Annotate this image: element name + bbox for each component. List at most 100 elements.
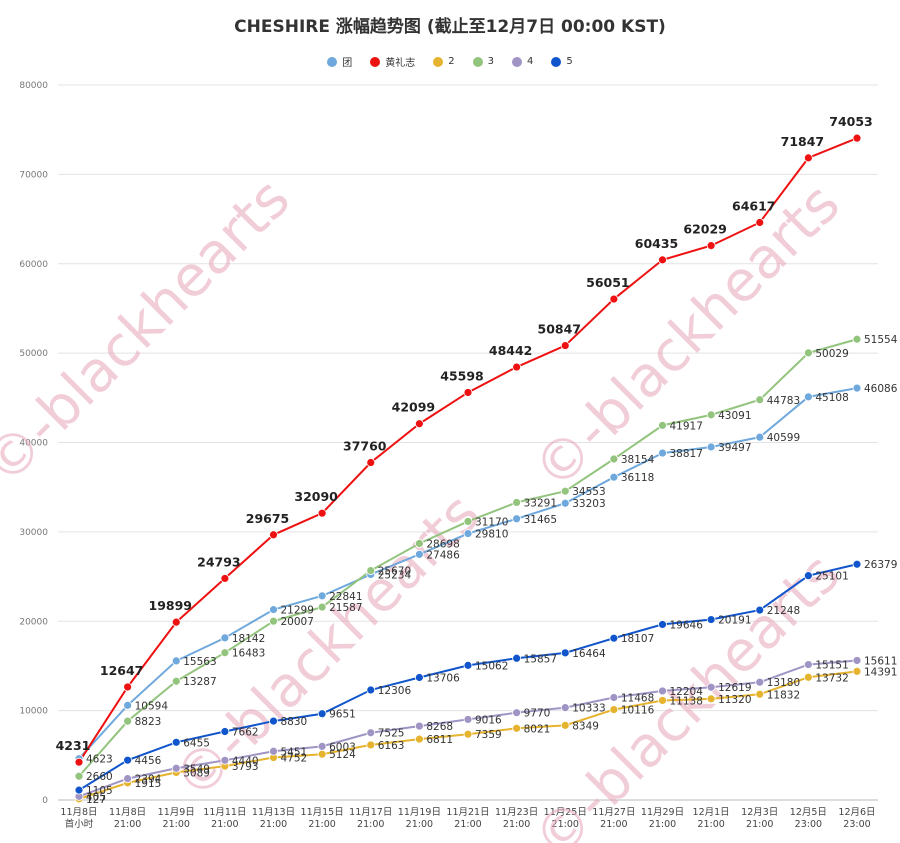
data-label: 12647: [100, 663, 144, 678]
data-label: 6163: [378, 740, 405, 752]
data-point: [463, 529, 473, 538]
data-point: [755, 689, 765, 699]
data-label: 10594: [135, 700, 169, 712]
data-point: [220, 727, 230, 736]
data-point: [123, 755, 133, 765]
data-label: 62029: [683, 222, 727, 237]
data-point: [512, 653, 522, 663]
legend-label: 黄礼志: [385, 58, 416, 69]
data-point: [317, 602, 327, 612]
x-tick-label-line: 11月29日: [641, 807, 684, 818]
data-point: [512, 708, 522, 718]
data-label: 25101: [815, 571, 848, 583]
legend-label: 5: [566, 56, 573, 67]
data-label: 38154: [621, 454, 655, 466]
x-tick-label-line: 11月8日: [60, 807, 97, 818]
x-tick-label-line: 21:00: [260, 819, 287, 830]
data-label: 6811: [426, 734, 453, 746]
data-label: 31465: [524, 514, 557, 526]
data-point: [414, 734, 424, 744]
legend-marker: [551, 56, 562, 67]
data-point: [366, 458, 376, 467]
legend-label: 3: [487, 56, 494, 67]
data-label: 33291: [524, 497, 557, 509]
data-label: 28698: [426, 539, 459, 551]
data-label: 39497: [718, 442, 751, 454]
data-label: 15857: [524, 653, 557, 665]
data-point: [706, 694, 716, 704]
legend-marker: [433, 56, 444, 67]
data-label: 13287: [183, 676, 216, 688]
x-tick-label-line: 21:00: [114, 819, 141, 830]
data-label: 4231: [56, 738, 91, 753]
y-tick-label: 40000: [19, 439, 48, 449]
legend-item[interactable]: 4: [512, 54, 533, 69]
data-point: [269, 605, 278, 615]
data-point: [366, 566, 376, 575]
data-label: 74053: [829, 114, 873, 129]
data-label: 7359: [475, 729, 502, 741]
x-tick-label-line: 21:00: [746, 819, 773, 830]
data-label: 34553: [572, 486, 605, 498]
data-label: 20007: [281, 616, 314, 628]
x-tick-label: 11月8日 21:00: [109, 807, 146, 830]
legend-marker: [327, 56, 338, 67]
data-point: [609, 633, 619, 643]
data-label: 7662: [232, 727, 259, 739]
data-label: 5451: [281, 746, 308, 758]
data-point: [609, 294, 619, 304]
data-label: 50029: [815, 348, 848, 360]
data-label: 1915: [135, 778, 162, 790]
data-label: 8823: [135, 716, 162, 728]
data-label: 13732: [815, 672, 848, 684]
data-label: 8021: [524, 723, 551, 735]
data-label: 6455: [183, 737, 210, 749]
y-tick-label: 60000: [19, 260, 48, 270]
data-point: [414, 419, 424, 429]
x-tick-label-line: 11月11日: [203, 807, 246, 818]
legend-item[interactable]: 3: [472, 54, 494, 69]
data-label: 15563: [183, 656, 216, 668]
data-label: 405: [86, 791, 106, 803]
data-label: 9770: [524, 708, 551, 720]
data-point: [609, 454, 619, 464]
data-point: [658, 686, 667, 696]
data-point: [755, 432, 765, 442]
data-label: 21248: [767, 605, 800, 617]
data-point: [414, 721, 424, 731]
data-point: [220, 574, 230, 583]
data-point: [512, 362, 522, 372]
data-label: 26379: [864, 559, 897, 571]
legend-item[interactable]: 黄礼志: [370, 54, 415, 69]
data-point: [609, 705, 619, 714]
x-tick-label-line: 21:00: [503, 819, 530, 830]
data-point: [123, 700, 133, 710]
data-label: 15062: [475, 660, 508, 672]
data-point: [512, 723, 522, 733]
data-label: 56051: [586, 275, 630, 290]
legend-item[interactable]: 2: [433, 54, 455, 69]
x-tick-label-line: 12月3日: [741, 807, 778, 818]
data-point: [317, 591, 327, 601]
data-point: [706, 241, 716, 251]
y-tick-label: 80000: [19, 81, 48, 91]
legend-item[interactable]: 5: [551, 54, 573, 69]
data-point: [220, 633, 230, 643]
x-tick-label-line: 23:00: [795, 819, 822, 830]
data-point: [706, 682, 716, 692]
data-label: 51554: [864, 334, 898, 346]
data-point: [706, 410, 716, 420]
data-point: [317, 508, 327, 518]
data-label: 5124: [329, 749, 356, 761]
data-label: 16464: [572, 648, 606, 660]
legend-item[interactable]: 团: [327, 54, 352, 69]
data-label: 4440: [232, 755, 259, 767]
data-label: 4456: [135, 755, 162, 767]
data-point: [74, 785, 84, 795]
data-label: 29810: [475, 529, 508, 541]
x-tick-label: 11月25日 21:00: [544, 807, 587, 830]
y-tick-label: 0: [42, 796, 48, 806]
x-tick-label-line: 12月1日: [693, 807, 730, 818]
data-label: 13706: [426, 673, 460, 685]
data-label: 31170: [475, 516, 508, 528]
